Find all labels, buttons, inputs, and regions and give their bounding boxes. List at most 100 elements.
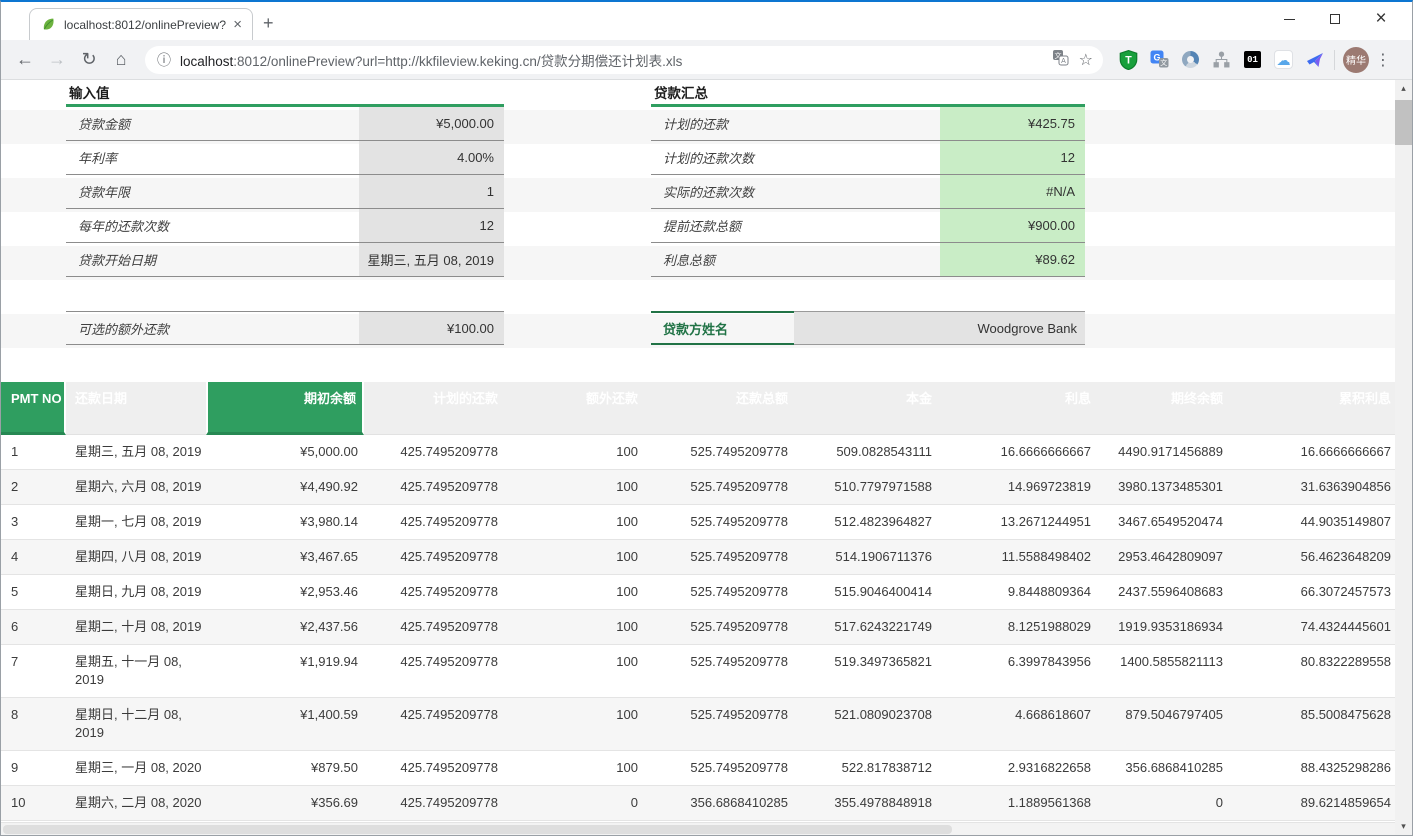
- table-cell: 66.3072457573: [1229, 575, 1397, 609]
- table-cell: 525.7495209778: [644, 698, 794, 750]
- table-cell: 8: [1, 698, 66, 750]
- table-cell: 89.6214859654: [1229, 786, 1397, 820]
- minimize-icon: [1284, 19, 1295, 20]
- table-cell: 6: [1, 610, 66, 644]
- translate-extension-icon[interactable]: G 文: [1146, 46, 1173, 73]
- table-cell: 5: [1, 575, 66, 609]
- vertical-scrollbar-thumb[interactable]: [1395, 100, 1412, 145]
- table-cell: ¥2,437.56: [206, 610, 364, 644]
- column-header: 期终余额: [1097, 382, 1229, 435]
- bird-extension-icon[interactable]: [1301, 46, 1328, 73]
- row-label: 贷款开始日期: [66, 243, 359, 276]
- column-header: 额外还款: [504, 382, 644, 435]
- table-cell: 517.6243221749: [794, 610, 938, 644]
- table-cell: 525.7495209778: [644, 751, 794, 785]
- row-label: 实际的还款次数: [651, 175, 940, 208]
- table-cell: 13.2671244951: [938, 505, 1097, 539]
- 01-badge: 01: [1244, 51, 1261, 68]
- spacer-row: [66, 277, 504, 311]
- table-row: 贷款金额 ¥5,000.00: [66, 107, 504, 141]
- browser-tab[interactable]: localhost:8012/onlinePreview? ×: [29, 8, 253, 40]
- minimize-button[interactable]: [1266, 4, 1312, 34]
- horizontal-scrollbar-thumb[interactable]: [3, 825, 952, 834]
- row-value: 1: [359, 175, 504, 208]
- swirl-icon: [1182, 51, 1199, 68]
- table-cell: 100: [504, 470, 644, 504]
- swirl-extension-icon[interactable]: [1177, 46, 1204, 73]
- table-row: 8星期日, 十二月 08, 2019¥1,400.59425.749520977…: [1, 698, 1397, 751]
- close-icon: ×: [1375, 14, 1386, 24]
- row-value: 4.00%: [359, 141, 504, 174]
- spring-leaf-favicon: [41, 17, 56, 32]
- url-path: :8012/onlinePreview?url=http://kkfilevie…: [233, 54, 682, 69]
- table-row: 实际的还款次数 #N/A: [651, 175, 1085, 209]
- row-label: 利息总额: [651, 243, 940, 276]
- scroll-up-arrow[interactable]: ▴: [1395, 80, 1412, 97]
- table-row: 9星期三, 一月 08, 2020¥879.50425.749520977810…: [1, 751, 1397, 786]
- horizontal-scrollbar[interactable]: [1, 822, 1397, 835]
- tab-title: localhost:8012/onlinePreview?: [64, 18, 231, 32]
- table-cell: 100: [504, 610, 644, 644]
- table-cell: 519.3497365821: [794, 645, 938, 697]
- close-button[interactable]: ×: [1358, 4, 1404, 34]
- row-value: ¥900.00: [940, 209, 1085, 242]
- table-cell: 100: [504, 505, 644, 539]
- table-cell: 74.4324445601: [1229, 610, 1397, 644]
- table-row: 每年的还款次数 12: [66, 209, 504, 243]
- tab-close-icon[interactable]: ×: [231, 16, 244, 33]
- table-row: 计划的还款 ¥425.75: [651, 107, 1085, 141]
- 01-extension-icon[interactable]: 01: [1239, 46, 1266, 73]
- table-cell: ¥1,919.94: [206, 645, 364, 697]
- table-cell: 1: [1, 435, 66, 469]
- home-button[interactable]: ⌂: [106, 45, 136, 75]
- shield-extension-icon[interactable]: T: [1115, 46, 1142, 73]
- table-cell: 1919.9353186934: [1097, 610, 1229, 644]
- table-cell: 星期六, 二月 08, 2020: [66, 786, 206, 820]
- row-label: 年利率: [66, 141, 359, 174]
- scroll-down-arrow[interactable]: ▾: [1395, 818, 1412, 835]
- row-value: #N/A: [940, 175, 1085, 208]
- table-row: 年利率 4.00%: [66, 141, 504, 175]
- table-cell: 425.7495209778: [364, 751, 504, 785]
- bookmark-star-icon[interactable]: ☆: [1079, 50, 1093, 70]
- vertical-scrollbar[interactable]: ▴ ▾: [1395, 80, 1412, 835]
- column-header: 还款总额: [644, 382, 794, 435]
- window-controls: ×: [1266, 2, 1404, 36]
- table-cell: 星期四, 八月 08, 2019: [66, 540, 206, 574]
- maximize-button[interactable]: [1312, 4, 1358, 34]
- profile-avatar[interactable]: 精华: [1343, 47, 1369, 73]
- table-cell: 515.9046400414: [794, 575, 938, 609]
- browser-menu-button[interactable]: ⋮: [1373, 50, 1393, 70]
- table-cell: 1400.5855821113: [1097, 645, 1229, 697]
- cloud-extension-icon[interactable]: ☁: [1270, 46, 1297, 73]
- table-cell: 星期一, 七月 08, 2019: [66, 505, 206, 539]
- url-bar[interactable]: ⓘ localhost:8012/onlinePreview?url=http:…: [145, 46, 1103, 74]
- translate-page-icon[interactable]: 文 A: [1052, 49, 1069, 71]
- table-cell: 3980.1373485301: [1097, 470, 1229, 504]
- table-cell: 3467.6549520474: [1097, 505, 1229, 539]
- table-cell: 879.5046797405: [1097, 698, 1229, 750]
- forward-button[interactable]: →: [42, 45, 72, 75]
- svg-text:文: 文: [1160, 58, 1167, 67]
- row-value: 12: [940, 141, 1085, 174]
- reload-button[interactable]: ↻: [74, 45, 104, 75]
- sitemap-extension-icon[interactable]: [1208, 46, 1235, 73]
- table-cell: 80.8322289558: [1229, 645, 1397, 697]
- new-tab-button[interactable]: +: [263, 14, 274, 32]
- row-value: 星期三, 五月 08, 2019: [359, 243, 504, 276]
- input-table-title: 输入值: [66, 80, 504, 107]
- table-cell: 525.7495209778: [644, 470, 794, 504]
- table-cell: 0: [504, 786, 644, 820]
- table-cell: 9: [1, 751, 66, 785]
- table-row: 7星期五, 十一月 08, 2019¥1,919.94425.749520977…: [1, 645, 1397, 698]
- column-header: PMT NO: [1, 382, 66, 435]
- page-info-icon[interactable]: ⓘ: [157, 50, 171, 70]
- row-value: 12: [359, 209, 504, 242]
- table-cell: 11.5588498402: [938, 540, 1097, 574]
- table-cell: 7: [1, 645, 66, 697]
- table-cell: 525.7495209778: [644, 540, 794, 574]
- table-cell: 425.7495209778: [364, 435, 504, 469]
- url-host: localhost: [180, 54, 233, 69]
- back-button[interactable]: ←: [10, 45, 40, 75]
- table-cell: 509.0828543111: [794, 435, 938, 469]
